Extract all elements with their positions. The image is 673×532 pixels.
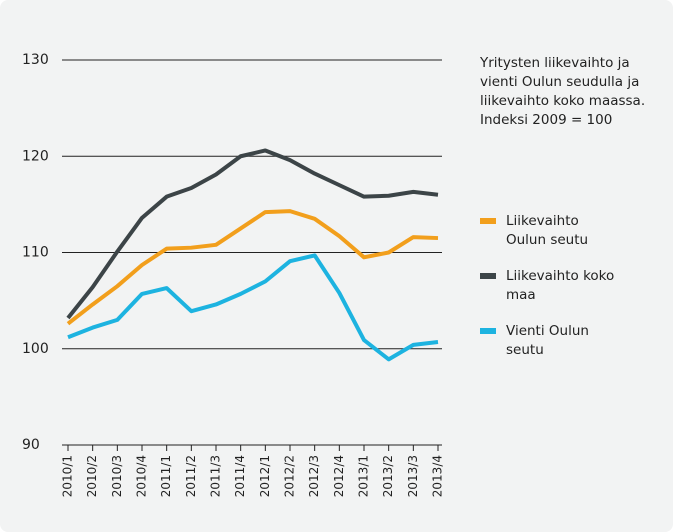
legend-entry: Liikevaihto koko maa [480,267,630,305]
x-tick-label: 2012/3 [307,455,321,497]
x-tick-label: 2011/1 [159,455,173,497]
series-line [66,209,439,326]
x-tick-label: 2013/2 [381,455,395,497]
x-tick-label: 2010/4 [135,455,149,497]
x-tick-label: 2010/3 [110,455,124,497]
legend-label: Liikevaihto Oulun seutu [506,213,589,248]
series-line [66,148,439,320]
x-tick-label: 2012/1 [258,455,272,497]
y-tick-label: 130 [22,52,49,68]
x-tick-label: 2010/1 [61,455,75,497]
x-tick-label: 2013/4 [431,455,445,497]
series-line [67,253,439,362]
x-tick-label: 2010/2 [85,455,99,497]
x-tick-label: 2012/4 [332,455,346,497]
x-tick-label: 2013/3 [406,455,420,497]
y-tick-label: 120 [22,148,49,164]
legend-entry: Vienti Oulun seutu [480,322,630,360]
legend-label: Liikevaihto koko maa [506,268,615,303]
legend-label: Vienti Oulun seutu [506,323,589,358]
legend-swatch [480,218,496,224]
x-tick-label: 2011/4 [233,455,247,497]
x-tick-label: 2012/2 [283,455,297,497]
legend-swatch [480,273,496,279]
y-tick-label: 110 [22,245,49,261]
y-tick-label: 100 [22,341,49,357]
chart-title: Yritysten liikevaihto ja vienti Oulun se… [480,55,646,128]
legend-entry: Liikevaihto Oulun seutu [480,212,630,250]
y-tick-label: 90 [22,437,40,453]
x-tick-label: 2013/1 [357,455,371,497]
x-tick-label: 2011/3 [209,455,223,497]
legend-swatch [480,328,496,334]
x-tick-label: 2011/2 [184,455,198,497]
